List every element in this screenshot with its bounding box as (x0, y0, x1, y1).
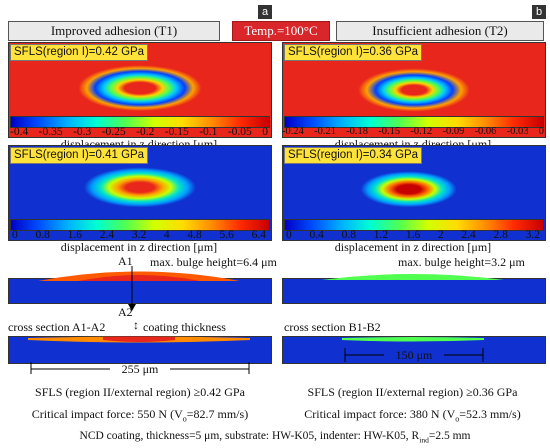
mid-right-sfls-label: SFLS(region I)=0.34 GPa (284, 147, 423, 164)
tick: 1.2 (373, 229, 389, 241)
footer-subscript: ind (419, 435, 429, 445)
right-bulge-shape (322, 274, 504, 280)
tick: -0.15 (164, 126, 189, 138)
tick: 2 (437, 229, 444, 241)
right-force-subscript: o (455, 414, 460, 424)
mid-right-colorbar (284, 219, 544, 231)
footer-suffix: =2.5 mm (428, 430, 471, 442)
mid-left-sfls-label: SFLS(region I)=0.41 GPa (10, 147, 149, 164)
tick: -0.05 (227, 126, 252, 138)
tick: 0.8 (35, 229, 50, 241)
right-width-label: 150 μm (395, 348, 433, 362)
tick: 5.6 (219, 229, 234, 241)
cross-section-a1-a2-label: cross section A1-A2 (8, 320, 106, 334)
tick: -0.18 (346, 126, 369, 137)
cross-section-b1-b2-label: cross section B1-B2 (284, 320, 381, 334)
tick: -0.03 (506, 126, 529, 137)
tick: -0.15 (378, 126, 401, 137)
left-cross-section-coating (28, 336, 250, 343)
top-left-colorbar (10, 116, 270, 128)
panel-letter-a: a (258, 5, 272, 19)
tick: -0.06 (474, 126, 497, 137)
top-right-colorbar (284, 116, 544, 128)
left-force-prefix: Critical impact force: 550 N (V (31, 407, 183, 421)
left-force-suffix: =82.7 mm/s) (186, 407, 249, 421)
footer-caption: NCD coating, thickness=5 μm, substrate: … (0, 429, 550, 447)
tick: -0.25 (101, 126, 126, 138)
tick: -0.24 (282, 126, 304, 137)
left-width-marker (30, 362, 250, 374)
right-sfls-region-ii: SFLS (region II/external region) ≥0.36 G… (307, 385, 518, 399)
top-right-sfls-label: SFLS(region I)=0.36 GPa (284, 44, 423, 61)
mid-right-axis-label: displacement in z direction [μm] (334, 240, 492, 254)
tick: 2.4 (461, 229, 476, 241)
right-force-prefix: Critical impact force: 380 N (V (304, 407, 456, 421)
top-right-colorbar-ticks: -0.24 -0.21 -0.18 -0.15 -0.12 -0.09 -0.0… (282, 126, 544, 138)
left-bulge-shape (38, 271, 240, 281)
right-width-marker (344, 348, 484, 362)
right-bulge-profile (282, 278, 546, 304)
coating-thickness-label: coating thickness (143, 320, 226, 334)
footer-prefix: NCD coating, thickness=5 μm, substrate: … (79, 430, 420, 442)
tick: 3.2 (525, 229, 540, 241)
tick: -0.21 (314, 126, 336, 137)
tick: 4.8 (187, 229, 202, 241)
left-sfls-region-ii: SFLS (region II/external region) ≥0.42 G… (35, 385, 245, 399)
mid-right-colorbar-ticks: 0 0.4 0.8 1.2 1.6 2 2.4 2.8 3.2 (286, 229, 540, 241)
left-bulge-height: max. bulge height=6.4 μm (150, 255, 277, 269)
tick: -0.12 (410, 126, 433, 137)
tick: 2.8 (493, 229, 508, 241)
tick: 0.8 (341, 229, 356, 241)
a1-label: A1 (118, 254, 133, 268)
tick: 0.4 (309, 229, 324, 241)
mid-left-axis-label: displacement in z direction [μm] (60, 240, 218, 254)
top-left-sfls-label: SFLS(region I)=0.42 GPa (10, 44, 149, 61)
left-force-subscript: o (182, 414, 187, 424)
tick: 1.6 (67, 229, 82, 241)
mid-left-colorbar (10, 219, 270, 231)
tick: -0.09 (442, 126, 465, 137)
left-width-label: 255 μm (121, 362, 159, 376)
right-force-suffix: =52.3 mm/s) (459, 407, 521, 421)
tick: 6.4 (251, 229, 266, 241)
header-left-label: Improved adhesion (T1) (8, 21, 220, 41)
tick: 4 (163, 229, 170, 241)
tick: 2.4 (99, 229, 115, 241)
tick: -0.2 (136, 126, 155, 138)
right-cross-section-coating (342, 337, 484, 342)
tick: -0.35 (38, 126, 63, 138)
header-right-label: Insufficient adhesion (T2) (336, 21, 544, 41)
temperature-badge: Temp.=100°C (232, 21, 330, 41)
left-critical-force: Critical impact force: 550 N (Vo=82.7 mm… (0, 407, 280, 426)
tick: 0 (286, 229, 292, 241)
tick: 0 (538, 126, 544, 137)
mid-left-colorbar-ticks: 0 0.8 1.6 2.4 3.2 4 4.8 5.6 6.4 (12, 229, 266, 241)
tick: -0.1 (199, 126, 218, 138)
panel-letter-b: b (532, 5, 546, 19)
right-cross-section (282, 336, 546, 364)
right-critical-force: Critical impact force: 380 N (Vo=52.3 mm… (275, 407, 550, 426)
tick: -0.4 (10, 126, 29, 138)
right-bulge-height: max. bulge height=3.2 μm (398, 255, 525, 269)
tick: -0.3 (73, 126, 92, 138)
tick: 0 (12, 229, 18, 241)
coating-thickness-arrow-icon: ↕ (133, 318, 139, 332)
a2-label: A2 (118, 305, 133, 319)
section-line-a1-a2 (128, 266, 136, 311)
tick: 3.2 (131, 229, 147, 241)
top-left-colorbar-ticks: -0.4 -0.35 -0.3 -0.25 -0.2 -0.15 -0.1 -0… (10, 126, 268, 138)
tick: 0 (262, 126, 268, 138)
tick: 1.6 (405, 229, 421, 241)
